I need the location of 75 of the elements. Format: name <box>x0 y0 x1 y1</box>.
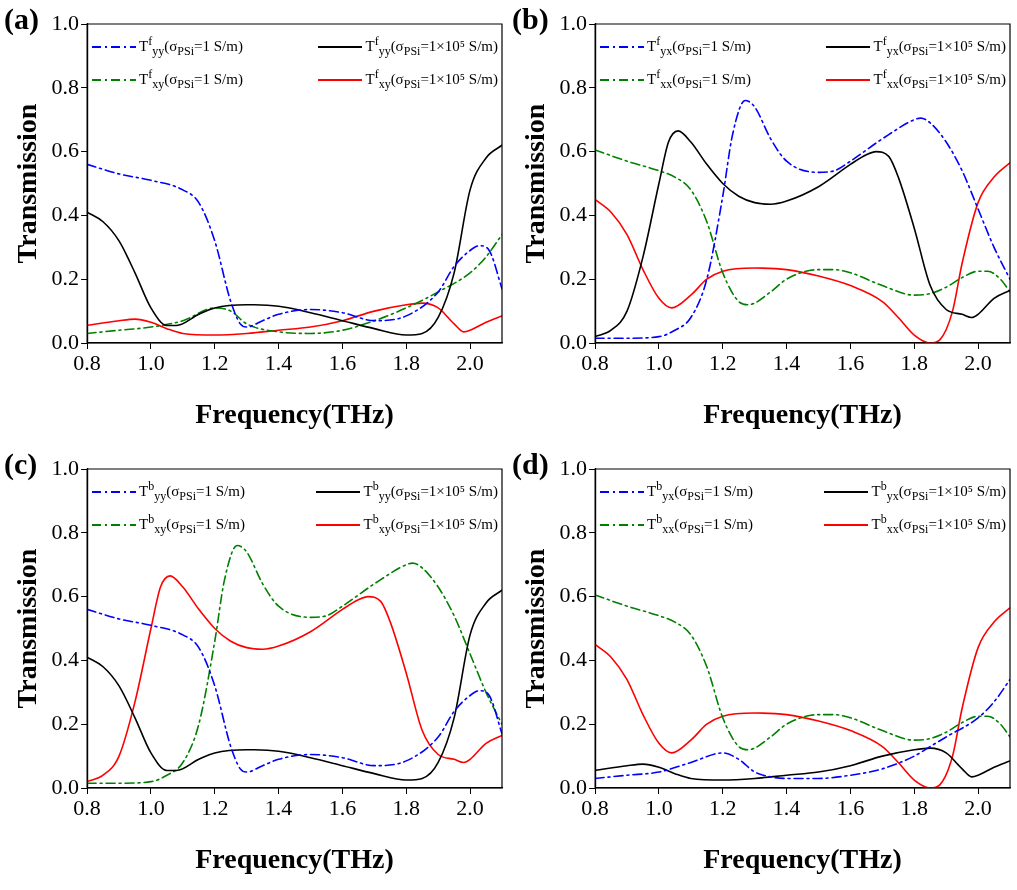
legend-label: T$^{b}$$_{yx}$(σ$_{PSi}$=1 S/m) <box>647 479 753 504</box>
y-tick-label: 0.6 <box>559 582 588 608</box>
line-series <box>595 149 1010 306</box>
y-tick-label: 0.4 <box>51 646 80 672</box>
y-tick-label: 0.8 <box>51 518 80 544</box>
x-tick-label: 1.8 <box>392 794 420 820</box>
x-axis-title: Frequency(THz) <box>703 398 902 430</box>
x-tick-label: 2.0 <box>964 794 992 820</box>
chart-title: (a) <box>4 2 39 36</box>
y-tick-label: 0.4 <box>559 201 588 227</box>
chart-title: (c) <box>4 447 38 481</box>
legend-label: T$^{f}$$_{xx}$(σ$_{PSi}$=1×10⁵ S/m) <box>873 67 1006 92</box>
legend-label: T$^{f}$$_{xy}$(σ$_{PSi}$=1×10⁵ S/m) <box>365 67 498 92</box>
y-tick-label: 0.4 <box>51 201 80 227</box>
legend-label: T$^{b}$$_{xy}$(σ$_{PSi}$=1×10⁵ S/m) <box>363 512 498 537</box>
x-tick-label: 1.2 <box>201 794 229 820</box>
x-tick-label: 1.6 <box>328 794 357 820</box>
x-tick-label: 1.4 <box>772 349 801 375</box>
x-tick-label: 1.8 <box>900 794 928 820</box>
x-tick-label: 1.0 <box>645 349 673 375</box>
y-axis-title: Transmission <box>519 103 551 264</box>
y-tick-label: 1.0 <box>51 9 80 35</box>
y-tick-label: 0.8 <box>51 73 80 99</box>
x-tick-label: 1.2 <box>709 794 737 820</box>
line-series <box>595 594 1010 751</box>
x-tick-label: 1.0 <box>137 349 165 375</box>
legend-label: T$^{f}$$_{yx}$(σ$_{PSi}$=1×10⁵ S/m) <box>873 34 1006 59</box>
x-tick-label: 1.2 <box>709 349 737 375</box>
y-tick-label: 0.2 <box>559 709 588 735</box>
y-tick-label: 0.6 <box>559 137 588 163</box>
x-tick-label: 1.2 <box>201 349 229 375</box>
y-tick-label: 0.2 <box>51 264 80 290</box>
y-tick-label: 0.2 <box>51 709 80 735</box>
legend-label: T$^{f}$$_{yy}$(σ$_{PSi}$=1 S/m) <box>139 34 243 59</box>
x-axis-title: Frequency(THz) <box>195 843 394 875</box>
x-tick-label: 1.4 <box>264 349 293 375</box>
y-tick-label: 0.6 <box>51 137 80 163</box>
x-tick-label: 1.8 <box>900 349 928 375</box>
legend-label: T$^{f}$$_{yx}$(σ$_{PSi}$=1 S/m) <box>647 34 751 59</box>
x-tick-label: 2.0 <box>456 349 484 375</box>
x-tick-label: 1.4 <box>772 794 801 820</box>
legend-label: T$^{f}$$_{yy}$(σ$_{PSi}$=1×10⁵ S/m) <box>365 34 498 59</box>
y-tick-label: 0.4 <box>559 646 588 672</box>
x-tick-label: 1.0 <box>645 794 673 820</box>
y-tick-label: 0.8 <box>559 73 588 99</box>
x-tick-label: 1.6 <box>836 794 865 820</box>
chart-title: (b) <box>512 2 549 36</box>
y-axis-title: Transmission <box>11 548 43 709</box>
legend-label: T$^{f}$$_{xy}$(σ$_{PSi}$=1 S/m) <box>139 67 243 92</box>
x-axis-title: Frequency(THz) <box>195 398 394 430</box>
y-tick-label: 0.8 <box>559 518 588 544</box>
x-tick-label: 1.6 <box>328 349 357 375</box>
y-tick-label: 0.2 <box>559 264 588 290</box>
legend-label: T$^{b}$$_{yx}$(σ$_{PSi}$=1×10⁵ S/m) <box>871 479 1006 504</box>
y-tick-label: 1.0 <box>559 9 588 35</box>
legend-label: T$^{b}$$_{xy}$(σ$_{PSi}$=1 S/m) <box>139 512 245 537</box>
chart-title: (d) <box>512 447 549 481</box>
legend-label: T$^{b}$$_{yy}$(σ$_{PSi}$=1 S/m) <box>139 479 245 504</box>
x-tick-label: 1.8 <box>392 349 420 375</box>
legend-label: T$^{b}$$_{xx}$(σ$_{PSi}$=1×10⁵ S/m) <box>871 512 1006 537</box>
legend-label: T$^{b}$$_{xx}$(σ$_{PSi}$=1 S/m) <box>647 512 753 537</box>
x-tick-label: 1.4 <box>264 794 293 820</box>
x-tick-label: 2.0 <box>964 349 992 375</box>
y-axis-title: Transmission <box>11 103 43 264</box>
x-axis-title: Frequency(THz) <box>703 843 902 875</box>
legend-label: T$^{f}$$_{xx}$(σ$_{PSi}$=1 S/m) <box>647 67 751 92</box>
y-axis-title: Transmission <box>519 548 551 709</box>
x-tick-label: 1.6 <box>836 349 865 375</box>
line-series <box>87 302 502 336</box>
x-tick-label: 1.0 <box>137 794 165 820</box>
x-tick-label: 2.0 <box>456 794 484 820</box>
y-tick-label: 0.6 <box>51 582 80 608</box>
legend-label: T$^{b}$$_{yy}$(σ$_{PSi}$=1×10⁵ S/m) <box>363 479 498 504</box>
y-tick-label: 1.0 <box>51 454 80 480</box>
y-tick-label: 1.0 <box>559 454 588 480</box>
